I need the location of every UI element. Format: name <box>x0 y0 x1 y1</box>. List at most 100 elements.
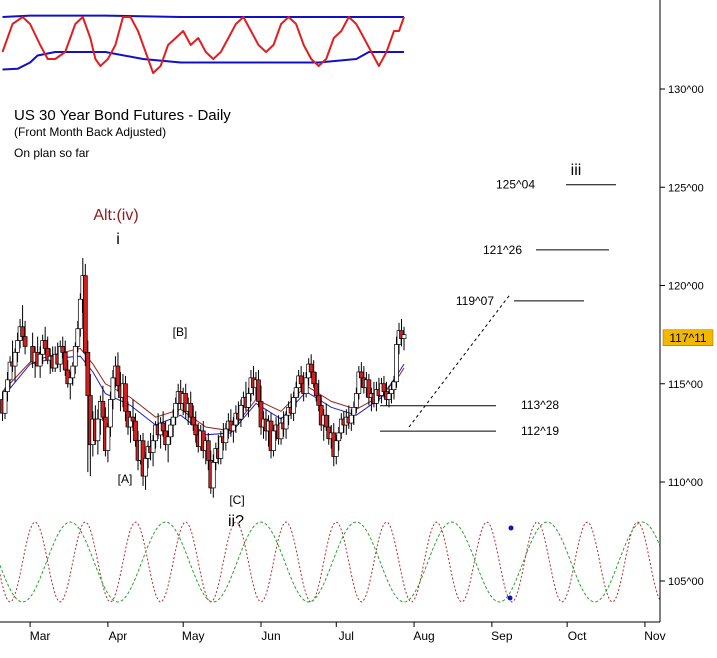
candle-body <box>389 389 394 394</box>
candle <box>75 320 81 353</box>
chart-note: On plan so far <box>14 146 89 160</box>
candle-body <box>381 383 387 392</box>
candle <box>42 326 48 355</box>
candle <box>108 391 113 437</box>
candle <box>100 385 106 422</box>
candle-body <box>283 414 289 430</box>
candle-body <box>150 440 156 453</box>
annotation-wave-ii: ii? <box>228 513 244 530</box>
candle <box>12 348 18 382</box>
candle-body <box>108 399 113 428</box>
cycle-green <box>0 521 661 603</box>
candle <box>193 411 199 443</box>
candle <box>123 375 128 422</box>
candle <box>160 411 166 437</box>
candle <box>298 366 304 392</box>
chart-subtitle: (Front Month Back Adjusted) <box>14 125 166 139</box>
candle-body <box>351 406 357 416</box>
oscillator-lower-band <box>2 51 404 71</box>
candle <box>95 409 101 455</box>
candle <box>150 434 156 467</box>
candle-body <box>173 403 179 418</box>
candle <box>374 381 379 412</box>
candle <box>130 399 136 431</box>
candle <box>105 423 111 463</box>
month-tick-label: Jul <box>339 629 354 643</box>
candle-body <box>271 430 276 451</box>
price-tick-label: 115^00 <box>668 379 703 391</box>
candle <box>65 360 71 388</box>
candle-body <box>37 353 43 367</box>
level-label-125-04: 125^04 <box>496 178 535 192</box>
candle <box>190 405 196 431</box>
candle-body <box>133 420 138 442</box>
annotation-alt-iv: Alt:(iv) <box>93 207 138 224</box>
price-tick-label: 125^00 <box>668 182 704 194</box>
candle <box>356 366 362 400</box>
candle <box>348 409 354 431</box>
candle-body <box>316 395 322 406</box>
target-levels: 125^04 121^26 119^07 113^28 112^19 <box>380 178 616 438</box>
candle-body <box>311 371 317 385</box>
candle <box>110 369 116 410</box>
candle-body <box>313 383 319 396</box>
candle-body <box>72 346 78 367</box>
candle <box>62 340 68 376</box>
candle <box>303 371 309 398</box>
candle <box>7 356 13 388</box>
candle <box>223 423 229 451</box>
candle-body <box>193 424 199 436</box>
candle <box>313 371 319 402</box>
candle-body <box>67 377 73 385</box>
candle <box>386 385 392 408</box>
chart-title: US 30 Year Bond Futures - Daily <box>14 107 231 124</box>
candle <box>394 336 399 388</box>
candle-body <box>82 275 88 353</box>
candle <box>351 401 357 426</box>
candle <box>333 434 339 465</box>
month-tick-label: May <box>182 629 205 643</box>
candle-body <box>65 369 71 385</box>
cycle-dot-top <box>508 525 514 531</box>
candle-body <box>323 414 329 428</box>
current-price-tag: 117^11 <box>662 329 714 347</box>
oscillator-line <box>1 16 405 74</box>
level-label-121-26: 121^26 <box>483 243 522 257</box>
candle-body <box>62 351 68 371</box>
candle <box>205 432 211 471</box>
candle-body <box>57 346 63 365</box>
price-tick-label: 120^00 <box>668 281 704 293</box>
candle-body <box>308 363 314 373</box>
candle-body <box>115 365 121 387</box>
candle <box>291 391 296 422</box>
candle <box>133 413 138 447</box>
candle <box>183 383 189 420</box>
oscillator-panel <box>1 14 405 74</box>
candle-body <box>353 393 359 408</box>
candle-body <box>246 393 251 408</box>
candle <box>5 371 10 402</box>
candle-body <box>143 458 148 477</box>
candle-body <box>258 401 264 428</box>
candle <box>188 391 194 426</box>
current-price-tag-box <box>662 329 714 347</box>
annotation-wave-a: [A] <box>118 472 133 486</box>
current-price-label: 117^11 <box>669 331 707 345</box>
candle <box>128 411 133 443</box>
price-tick-label: 130^00 <box>668 84 704 96</box>
candle <box>67 371 73 400</box>
annotation-wave-b: [B] <box>173 325 188 339</box>
candle-body <box>22 336 28 347</box>
candle <box>15 332 20 363</box>
candle-body <box>394 344 399 383</box>
cycle-dot-bottom <box>507 595 513 601</box>
candle <box>165 430 171 463</box>
candle-body <box>190 416 196 426</box>
annotation-wave-iii: iii <box>571 162 582 179</box>
candle-body <box>256 379 261 402</box>
candle <box>170 409 176 437</box>
candle-body <box>12 351 18 367</box>
candle-body <box>336 432 342 442</box>
